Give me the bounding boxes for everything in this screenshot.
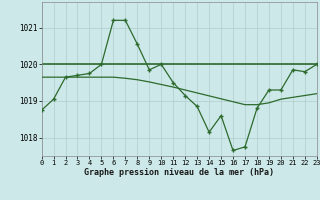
- X-axis label: Graphe pression niveau de la mer (hPa): Graphe pression niveau de la mer (hPa): [84, 168, 274, 177]
